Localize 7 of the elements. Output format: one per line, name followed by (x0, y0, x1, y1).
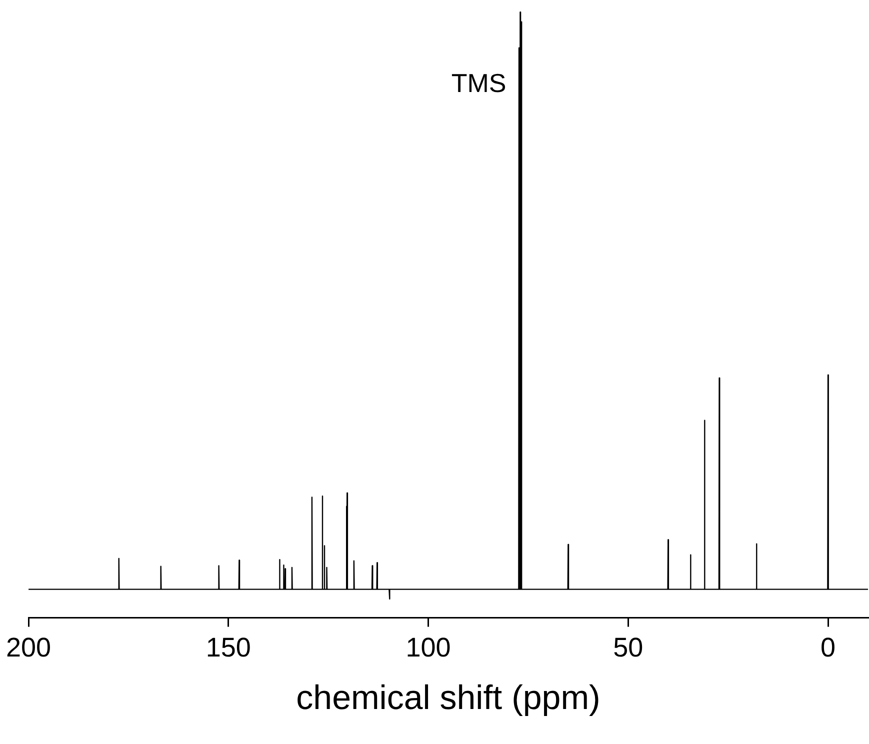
x-tick-label: 100 (406, 632, 451, 662)
x-tick-label: 0 (820, 632, 836, 662)
x-tick-label: 150 (206, 632, 251, 662)
x-tick-label: 200 (6, 632, 52, 662)
annotation: TMS (451, 68, 506, 98)
x-tick-label: 50 (613, 632, 644, 662)
x-axis-title: chemical shift (ppm) (296, 678, 600, 717)
